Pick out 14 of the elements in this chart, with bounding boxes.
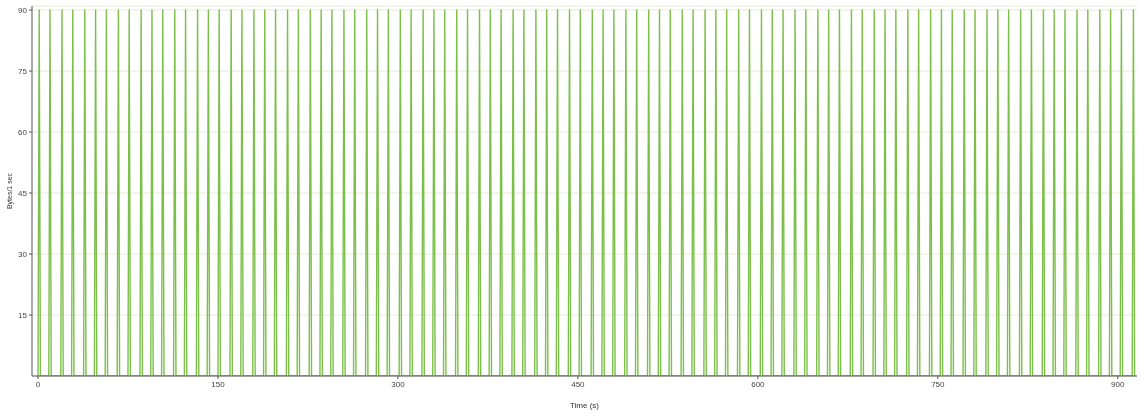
x-tick-label: 300 [391, 379, 406, 389]
y-tick-label: 75 [18, 66, 28, 76]
x-tick-label: 900 [1111, 379, 1126, 389]
x-axis-title: Time (s) [569, 401, 600, 410]
x-tick-label: 150 [211, 379, 226, 389]
y-tick-label: 90 [18, 5, 28, 15]
y-tick-label: 30 [18, 249, 28, 259]
x-tick-label: 0 [35, 379, 41, 389]
y-tick-label: 60 [18, 127, 28, 137]
x-tick-label: 750 [931, 379, 946, 389]
y-tick-label: 45 [18, 188, 28, 198]
x-tick-label: 450 [571, 379, 586, 389]
y-tick-label: 15 [18, 310, 28, 320]
x-tick-label: 600 [751, 379, 766, 389]
